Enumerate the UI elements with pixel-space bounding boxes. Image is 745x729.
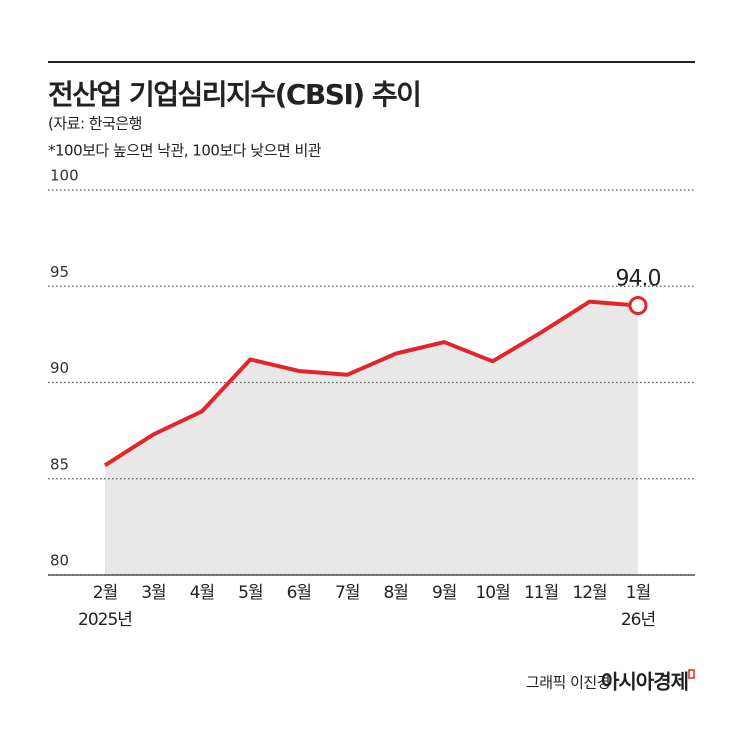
line [103, 299, 639, 467]
x-tick-label: 1월 [626, 583, 650, 603]
area [105, 301, 638, 575]
value-label: 94.0 [616, 267, 661, 292]
x-tick-label: 2월 [93, 583, 117, 603]
x-tick-label: 12월 [572, 583, 606, 603]
credit: 그래픽 이진경 [526, 674, 610, 692]
x-sublabel: 2025년 [78, 610, 132, 630]
x-tick-label: 4월 [190, 583, 214, 603]
x-tick-label: 10월 [475, 583, 509, 603]
y-tick-label: 80 [50, 552, 69, 570]
y-tick-label: 90 [50, 359, 69, 377]
y-tick-label: 95 [50, 263, 69, 281]
brand: 아시아경제 [601, 670, 688, 694]
x-tick-label: 7월 [335, 583, 359, 603]
x-tick-label: 9월 [432, 583, 456, 603]
end-point [628, 296, 648, 315]
brand-icon [688, 669, 695, 679]
y-tick-label: 85 [50, 455, 69, 473]
chart-title: 전산업 기업심리지수(CBSI) 추이 [48, 78, 420, 111]
x-tick-label: 8월 [383, 583, 407, 603]
source: (자료: 한국은행 [48, 115, 142, 133]
y-tick-label: 100 [50, 167, 79, 185]
x-tick-label: 5월 [238, 583, 262, 603]
x-tick-label: 6월 [287, 583, 311, 603]
x-tick-label: 11월 [524, 583, 558, 603]
x-sublabel: 26년 [621, 610, 655, 630]
note: *100보다 높으면 낙관, 100보다 낮으면 비관 [48, 142, 322, 160]
x-tick-label: 3월 [141, 583, 165, 603]
